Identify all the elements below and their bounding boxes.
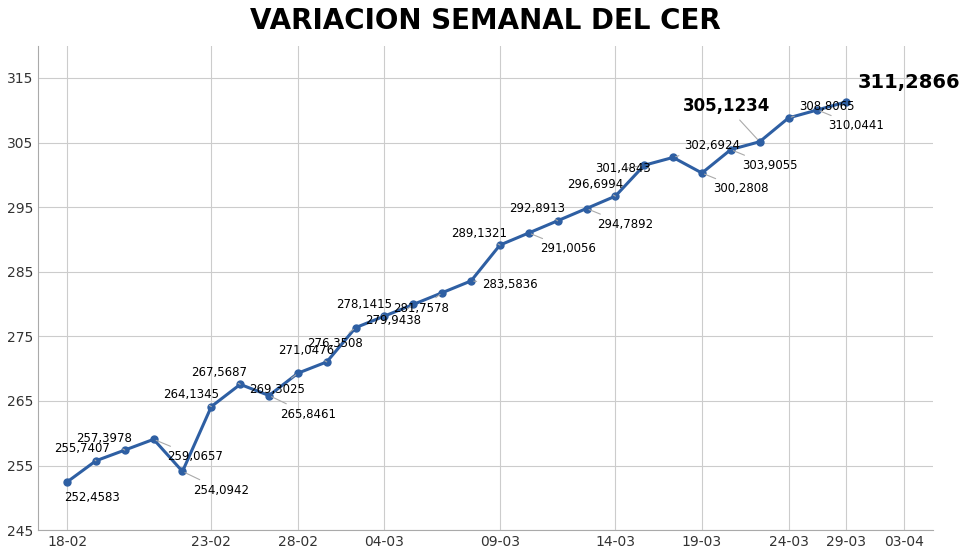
Text: 303,9055: 303,9055 [733,151,798,172]
Text: 267,5687: 267,5687 [191,366,248,384]
Title: VARIACION SEMANAL DEL CER: VARIACION SEMANAL DEL CER [250,7,721,35]
Text: 294,7892: 294,7892 [589,210,654,231]
Text: 305,1234: 305,1234 [683,97,770,140]
Text: 257,3978: 257,3978 [76,432,132,450]
Text: 291,0056: 291,0056 [531,234,596,255]
Text: 302,6924: 302,6924 [676,139,740,157]
Text: 281,7578: 281,7578 [394,294,450,315]
Text: 292,8913: 292,8913 [509,202,565,221]
Text: 271,0476: 271,0476 [278,344,334,362]
Text: 296,6994: 296,6994 [566,178,623,196]
Text: 259,0657: 259,0657 [156,440,223,463]
Text: 278,1415: 278,1415 [336,297,392,316]
Text: 255,7407: 255,7407 [54,443,110,461]
Text: 252,4583: 252,4583 [65,492,120,504]
Text: 269,3025: 269,3025 [249,375,305,396]
Text: 276,3508: 276,3508 [307,329,363,350]
Text: 300,2808: 300,2808 [705,174,768,196]
Text: 289,1321: 289,1321 [452,227,508,245]
Text: 283,5836: 283,5836 [474,278,538,291]
Text: 301,4843: 301,4843 [596,162,652,175]
Text: 310,0441: 310,0441 [820,111,884,132]
Text: 265,8461: 265,8461 [271,396,336,421]
Text: 308,8065: 308,8065 [791,100,856,117]
Text: 264,1345: 264,1345 [163,388,219,406]
Text: 311,2866: 311,2866 [858,73,960,92]
Text: 254,0942: 254,0942 [185,473,250,497]
Text: 279,9438: 279,9438 [365,306,420,327]
